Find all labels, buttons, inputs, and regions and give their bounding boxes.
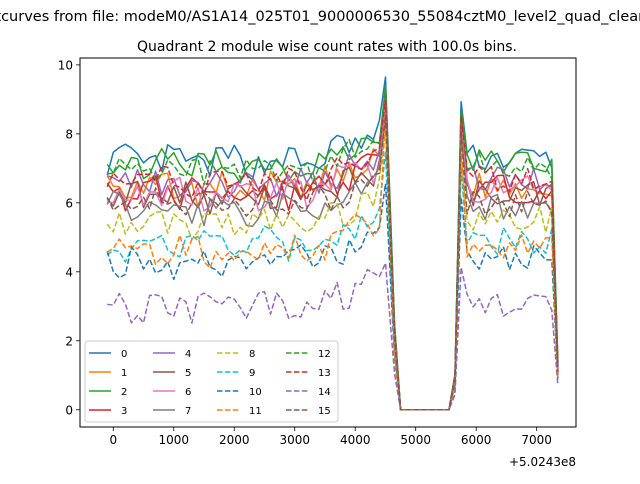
y-tick-label: 6 — [65, 196, 73, 210]
series-line-15 — [106, 114, 559, 411]
legend-label-2: 2 — [121, 387, 127, 398]
legend-label-10: 10 — [249, 387, 262, 398]
series-line-8 — [106, 127, 559, 411]
x-tick-label: 0 — [109, 433, 117, 447]
series-line-9 — [106, 151, 559, 411]
legend-label-7: 7 — [185, 406, 191, 417]
series-line-14 — [107, 262, 559, 411]
legend-label-9: 9 — [249, 368, 255, 379]
series-line-3 — [106, 91, 559, 411]
y-tick-label: 4 — [65, 265, 73, 279]
legend-label-1: 1 — [121, 368, 127, 379]
legend-label-5: 5 — [185, 368, 191, 379]
y-tick-label: 10 — [58, 58, 73, 72]
series-line-12 — [107, 86, 559, 411]
y-tick-label: 0 — [65, 403, 73, 417]
legend-label-13: 13 — [318, 368, 331, 379]
legend-label-3: 3 — [121, 406, 127, 417]
legend-label-8: 8 — [249, 349, 255, 360]
series-lines — [106, 76, 559, 411]
x-tick-label: 1000 — [158, 433, 189, 447]
series-line-2 — [106, 85, 559, 411]
x-offset-label: +5.0243e8 — [509, 455, 576, 469]
legend-label-11: 11 — [249, 406, 262, 417]
x-tick-label: 7000 — [521, 433, 552, 447]
series-line-6 — [107, 105, 559, 411]
y-tick-label: 8 — [65, 127, 73, 141]
y-axis: 0 2 4 6 8 10 — [58, 58, 80, 417]
legend-label-4: 4 — [185, 349, 191, 360]
series-line-7 — [106, 117, 559, 411]
x-tick-label: 2000 — [219, 433, 250, 447]
legend-label-6: 6 — [185, 387, 191, 398]
legend-label-12: 12 — [318, 349, 331, 360]
legend-label-15: 15 — [318, 406, 331, 417]
x-tick-label: 4000 — [340, 433, 371, 447]
chart-title: Quadrant 2 module wise count rates with … — [137, 39, 517, 55]
legend-box — [84, 340, 339, 423]
axes-frame — [79, 57, 577, 428]
legend-label-0: 0 — [121, 349, 127, 360]
x-tick-label: 5000 — [400, 433, 431, 447]
y-tick-label: 2 — [65, 334, 73, 348]
x-axis: 0 1000 2000 3000 4000 5000 6000 7000 — [109, 427, 552, 447]
x-tick-label: 6000 — [461, 433, 492, 447]
series-line-5 — [106, 104, 559, 411]
legend-label-14: 14 — [318, 387, 331, 398]
figure-suptitle: Lightcurves from file: modeM0/AS1A14_025… — [0, 9, 640, 25]
x-tick-label: 3000 — [279, 433, 310, 447]
series-line-13 — [106, 99, 559, 411]
